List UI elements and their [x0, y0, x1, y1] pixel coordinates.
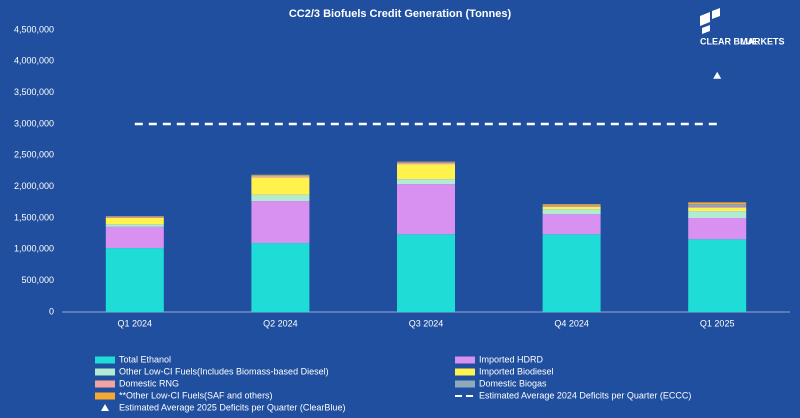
bar-segment [688, 211, 747, 218]
logo-text: CLEAR BLUE [700, 36, 758, 46]
logo-icon [700, 8, 720, 34]
legend-swatch [95, 392, 115, 400]
y-tick-label: 1,000,000 [14, 244, 54, 254]
bar-segment [542, 206, 601, 207]
y-tick-label: 2,500,000 [14, 150, 54, 160]
bar-segment [688, 206, 747, 208]
legend-label: Domestic RNG [119, 378, 179, 388]
logo: CLEAR BLUE MARKETS [700, 8, 785, 46]
bar-segment [397, 164, 455, 180]
legend-swatch [455, 380, 475, 388]
legend-swatch [95, 380, 115, 388]
bar-segment [542, 234, 601, 312]
x-tick-label: Q1 2024 [118, 318, 153, 328]
bar-segment [397, 161, 455, 163]
bar-segment [542, 214, 601, 235]
legend-label: Imported HDRD [479, 354, 544, 364]
bar-segment [251, 243, 310, 312]
legend-label: Estimated Average 2025 Deficits per Quar… [119, 402, 345, 412]
legend-swatch [101, 404, 109, 411]
bar-segment [397, 162, 455, 165]
chart-title: CC2/3 Biofuels Credit Generation (Tonnes… [289, 8, 512, 20]
bar-segment [105, 217, 164, 218]
y-tick-label: 3,000,000 [14, 118, 54, 128]
y-tick-label: 4,000,000 [14, 56, 54, 66]
bar-segment [688, 202, 747, 205]
bar-segment [251, 194, 310, 202]
x-tick-label: Q1 2025 [700, 318, 735, 328]
legend-label: Estimated Average 2024 Deficits per Quar… [479, 390, 691, 400]
marker [713, 71, 722, 79]
logo-text: MARKETS [740, 36, 785, 46]
bar-segment [397, 179, 455, 185]
y-tick-label: 0 [49, 306, 54, 316]
bar-segment [251, 201, 310, 244]
legend-swatch [455, 356, 475, 364]
bar-segment [688, 207, 747, 212]
bar-segment [251, 177, 310, 195]
bar-segment [542, 204, 601, 206]
x-tick-label: Q3 2024 [409, 318, 444, 328]
x-tick-label: Q4 2024 [554, 318, 589, 328]
legend-swatch [455, 368, 475, 376]
bar-segment [397, 162, 455, 163]
bar-segment [542, 205, 601, 207]
bar-segment [105, 218, 164, 225]
bar-segment [251, 175, 310, 177]
legend-swatch [95, 356, 115, 364]
y-tick-label: 500,000 [21, 275, 54, 285]
bar-segment [688, 239, 747, 312]
legend-label: Other Low-CI Fuels(Includes Biomass-base… [119, 366, 329, 376]
bar-segment [397, 234, 455, 312]
bar-segment [542, 209, 601, 215]
bar-segment [105, 248, 164, 312]
legend-label: Total Ethanol [119, 354, 171, 364]
bar-segment [251, 176, 310, 178]
legend-label: **Other Low-CI Fuels(SAF and others) [119, 390, 273, 400]
bar-segment [542, 206, 601, 210]
legend-label: Domestic Biogas [479, 378, 547, 388]
bar-segment [105, 224, 164, 227]
bar-segment [688, 218, 747, 240]
y-tick-label: 2,000,000 [14, 181, 54, 191]
bar-segment [105, 216, 164, 218]
bar-segment [251, 174, 310, 176]
x-tick-label: Q2 2024 [263, 318, 298, 328]
bar-segment [105, 226, 164, 249]
y-tick-label: 1,500,000 [14, 212, 54, 222]
bar-segment [105, 216, 164, 217]
legend-swatch [95, 368, 115, 376]
y-tick-label: 3,500,000 [14, 87, 54, 97]
bar-segment [688, 204, 747, 207]
legend-label: Imported Biodiesel [479, 366, 554, 376]
bar-segment [397, 184, 455, 235]
y-tick-label: 4,500,000 [14, 24, 54, 34]
